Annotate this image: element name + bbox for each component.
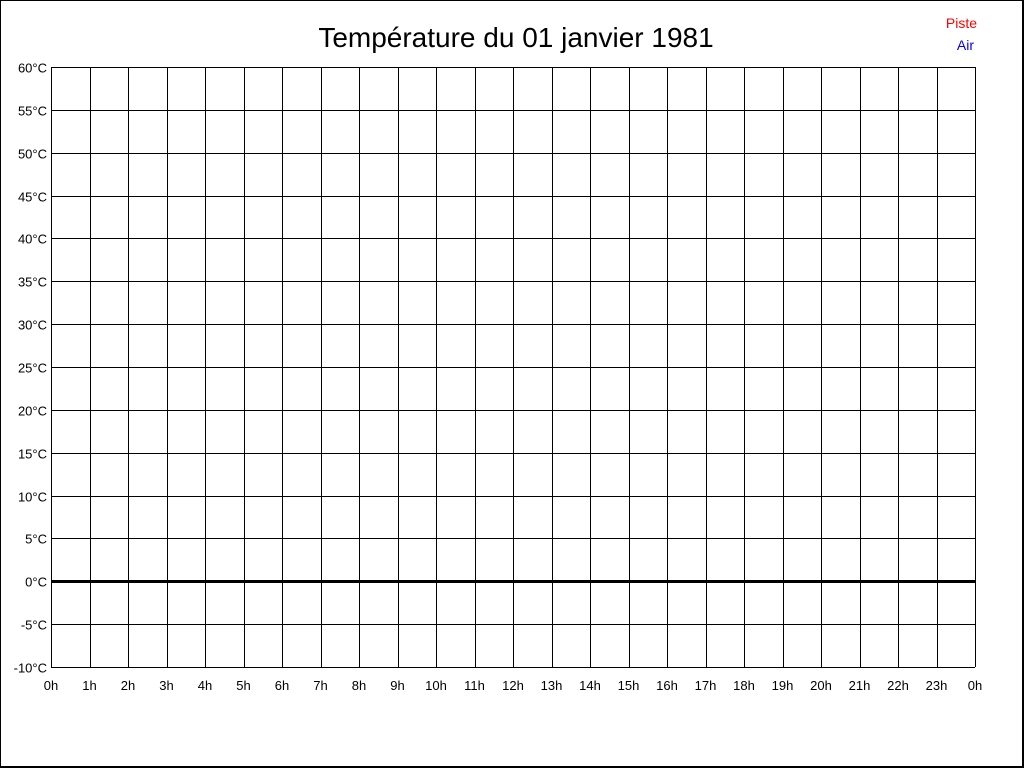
x-tick-label: 10h (425, 678, 447, 693)
x-tick-label: 13h (541, 678, 563, 693)
y-tick-label: -5°C (21, 618, 47, 633)
x-tick-label: 18h (733, 678, 755, 693)
y-tick-label: 50°C (18, 147, 47, 162)
x-tick-label: 12h (502, 678, 524, 693)
x-tick-label: 21h (849, 678, 871, 693)
chart-title: Température du 01 janvier 1981 (318, 22, 713, 53)
y-tick-label: 20°C (18, 404, 47, 419)
x-tick-label: 6h (275, 678, 289, 693)
y-tick-label: 5°C (25, 532, 47, 547)
y-tick-label: 35°C (18, 275, 47, 290)
x-tick-label: 16h (656, 678, 678, 693)
x-tick-label: 15h (618, 678, 640, 693)
x-tick-label: 0h (968, 678, 982, 693)
y-tick-label: 10°C (18, 490, 47, 505)
x-tick-label: 5h (236, 678, 250, 693)
x-tick-label: 11h (464, 678, 485, 693)
y-tick-label: 30°C (18, 318, 47, 333)
y-tick-label: 25°C (18, 361, 47, 376)
x-tick-label: 3h (159, 678, 173, 693)
y-tick-label: 0°C (25, 575, 47, 590)
x-tick-label: 8h (352, 678, 366, 693)
x-tick-label: 1h (82, 678, 96, 693)
x-tick-label: 19h (772, 678, 794, 693)
y-tick-label: 60°C (18, 61, 47, 76)
x-tick-label: 0h (44, 678, 58, 693)
x-tick-label: 2h (121, 678, 135, 693)
y-tick-label: 55°C (18, 104, 47, 119)
x-tick-label: 4h (198, 678, 212, 693)
x-tick-label: 17h (695, 678, 717, 693)
y-tick-label: 40°C (18, 232, 47, 247)
x-tick-label: 7h (313, 678, 327, 693)
x-tick-label: 20h (810, 678, 832, 693)
legend-piste: Piste (946, 15, 977, 31)
x-tick-label: 22h (887, 678, 909, 693)
y-tick-label: -10°C (14, 661, 47, 676)
y-tick-label: 45°C (18, 190, 47, 205)
legend-air: Air (957, 37, 974, 53)
x-tick-label: 9h (390, 678, 404, 693)
x-tick-label: 14h (579, 678, 601, 693)
y-tick-label: 15°C (18, 447, 47, 462)
x-tick-label: 23h (926, 678, 948, 693)
